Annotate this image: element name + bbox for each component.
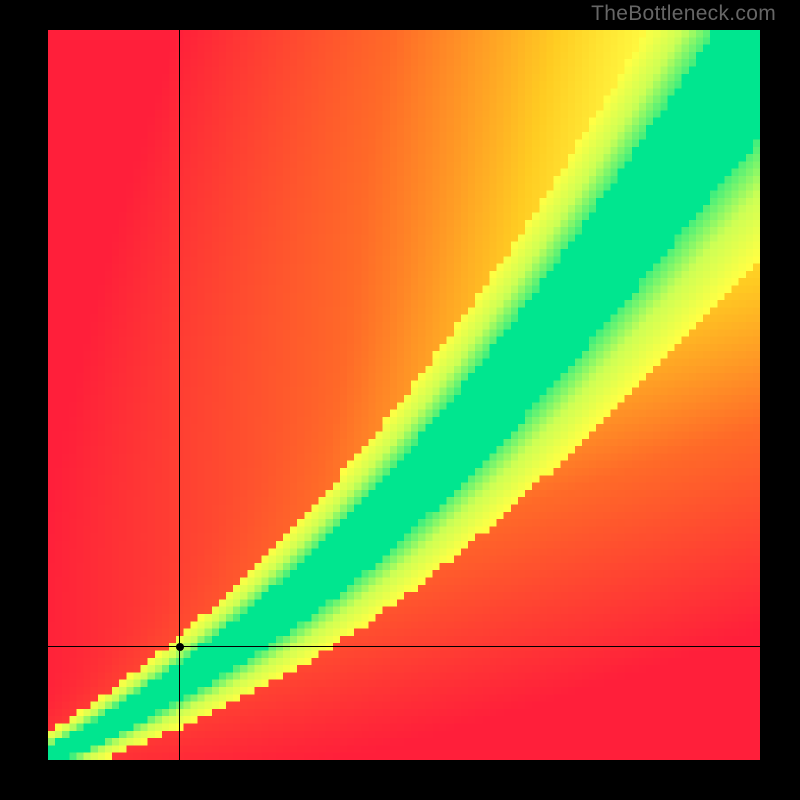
chart-container: TheBottleneck.com [0,0,800,800]
crosshair-marker [176,643,184,651]
watermark-text: TheBottleneck.com [591,2,776,26]
heatmap-canvas [48,30,760,760]
plot-frame [48,30,760,760]
crosshair-horizontal [48,646,760,647]
